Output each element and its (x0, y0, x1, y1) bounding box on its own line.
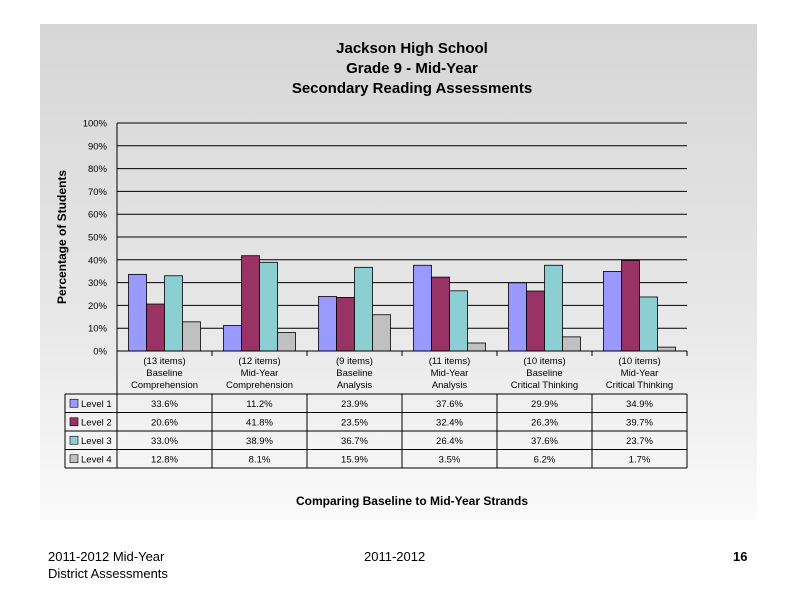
legend-label: Level 4 (81, 454, 112, 465)
x-category-label: (10 items) (523, 356, 565, 367)
bar (413, 264, 432, 352)
table-value: 37.6% (436, 399, 463, 410)
legend-swatch (69, 435, 79, 445)
y-tick-label: 50% (88, 233, 108, 244)
table-value: 20.6% (151, 417, 178, 428)
table-value: 23.5% (341, 417, 368, 428)
y-tick-label: 90% (88, 141, 108, 152)
table-value: 6.2% (534, 454, 556, 465)
y-tick-label: 0% (93, 347, 107, 358)
table-value: 38.9% (246, 436, 273, 447)
bar (526, 290, 545, 352)
chart-title-line: Secondary Reading Assessments (292, 80, 532, 97)
bar (354, 266, 373, 352)
y-axis-title: Percentage of Students (55, 170, 69, 304)
x-category-label: Mid-Year (431, 368, 469, 379)
bar (621, 260, 640, 352)
legend-swatch (69, 417, 79, 427)
bar (336, 297, 355, 352)
table-value: 33.0% (151, 436, 178, 447)
footer-left-line1: 2011-2012 Mid-Year (48, 549, 165, 564)
y-tick-label: 30% (88, 278, 108, 289)
x-category-label: Baseline (526, 368, 562, 379)
chart-panel: Jackson High School Grade 9 - Mid-Year Sec… (40, 24, 757, 520)
x-category-label: Mid-Year (621, 368, 659, 379)
bar (241, 255, 260, 352)
x-axis-title: Comparing Baseline to Mid-Year Strands (296, 494, 528, 508)
bar (657, 346, 676, 352)
x-category-label: Baseline (146, 368, 182, 379)
table-value: 33.6% (151, 399, 178, 410)
bar (146, 303, 165, 352)
table-value: 3.5% (439, 454, 461, 465)
bar (603, 271, 622, 352)
x-category-label: (10 items) (618, 356, 660, 367)
table-value: 34.9% (626, 399, 653, 410)
table-value: 1.7% (629, 454, 651, 465)
y-tick-label: 10% (88, 324, 108, 335)
bar (467, 342, 486, 352)
table-value: 32.4% (436, 417, 463, 428)
legend-swatch (69, 398, 79, 408)
bar (431, 276, 450, 352)
x-category-label: Analysis (337, 380, 373, 391)
y-tick-label: 20% (88, 301, 108, 312)
x-category-label: Critical Thinking (511, 380, 578, 391)
table-value: 41.8% (246, 417, 273, 428)
bar (259, 261, 278, 352)
x-category-label: Analysis (432, 380, 468, 391)
bar (372, 314, 391, 352)
bar (449, 290, 468, 352)
bar (562, 336, 581, 352)
legend-label: Level 2 (81, 417, 112, 428)
legend-label: Level 1 (81, 399, 112, 410)
y-tick-label: 40% (88, 255, 108, 266)
table-value: 26.3% (531, 417, 558, 428)
table-value: 36.7% (341, 436, 368, 447)
bar (277, 332, 296, 352)
x-category-label: Mid-Year (241, 368, 279, 379)
table-value: 12.8% (151, 454, 178, 465)
y-tick-label: 100% (83, 119, 108, 130)
y-tick-label: 60% (88, 210, 108, 221)
y-tick-label: 80% (88, 164, 108, 175)
table-value: 11.2% (246, 399, 273, 410)
x-category-label: (11 items) (429, 356, 471, 367)
table-value: 37.6% (531, 436, 558, 447)
y-tick-label: 70% (88, 187, 108, 198)
x-category-label: (13 items) (143, 356, 185, 367)
chart-title-line: Jackson High School (336, 40, 488, 57)
table-value: 8.1% (249, 454, 271, 465)
bar (223, 325, 242, 352)
chart-title-line: Grade 9 - Mid-Year (346, 60, 478, 77)
legend-swatch (69, 454, 79, 464)
footer-center: 2011-2012 (364, 549, 426, 564)
x-category-label: Comprehension (131, 380, 198, 391)
table-value: 26.4% (436, 436, 463, 447)
x-category-label: (12 items) (238, 356, 280, 367)
bar (318, 296, 337, 352)
bar (128, 273, 147, 352)
table-value: 39.7% (626, 417, 653, 428)
chart: Jackson High School Grade 9 - Mid-Year Sec… (55, 40, 688, 508)
x-category-label: Baseline (336, 368, 372, 379)
legend-label: Level 3 (81, 436, 112, 447)
x-category-label: (9 items) (336, 356, 373, 367)
table-value: 23.9% (341, 399, 368, 410)
bar (639, 296, 658, 352)
table-value: 23.7% (626, 436, 653, 447)
bar (544, 264, 563, 352)
table-value: 29.9% (531, 399, 558, 410)
bar (164, 275, 183, 352)
x-category-label: Critical Thinking (606, 380, 673, 391)
table-value: 15.9% (341, 454, 368, 465)
bar (182, 321, 201, 352)
x-category-label: Comprehension (226, 380, 293, 391)
page-number: 16 (733, 549, 748, 564)
footer-left-line2: District Assessments (48, 566, 168, 581)
bar (508, 282, 527, 352)
